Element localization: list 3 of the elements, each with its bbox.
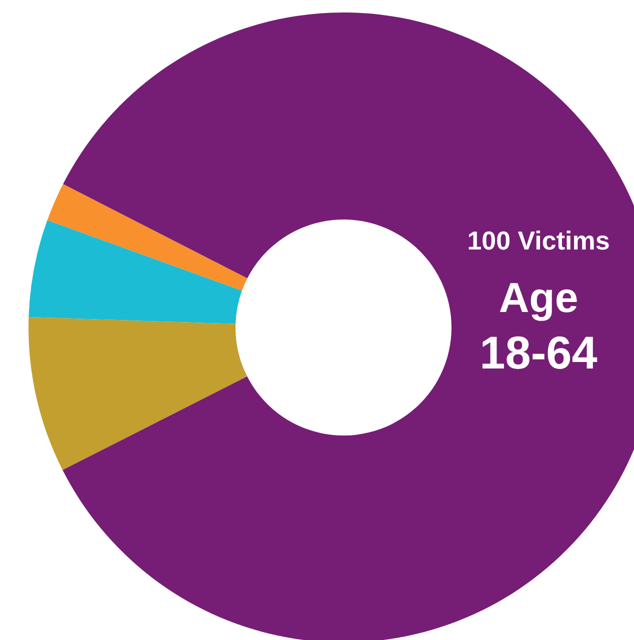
text: 100 Victims: [467, 226, 610, 256]
text: Age: [498, 274, 578, 321]
text: 18-64: [480, 326, 598, 378]
